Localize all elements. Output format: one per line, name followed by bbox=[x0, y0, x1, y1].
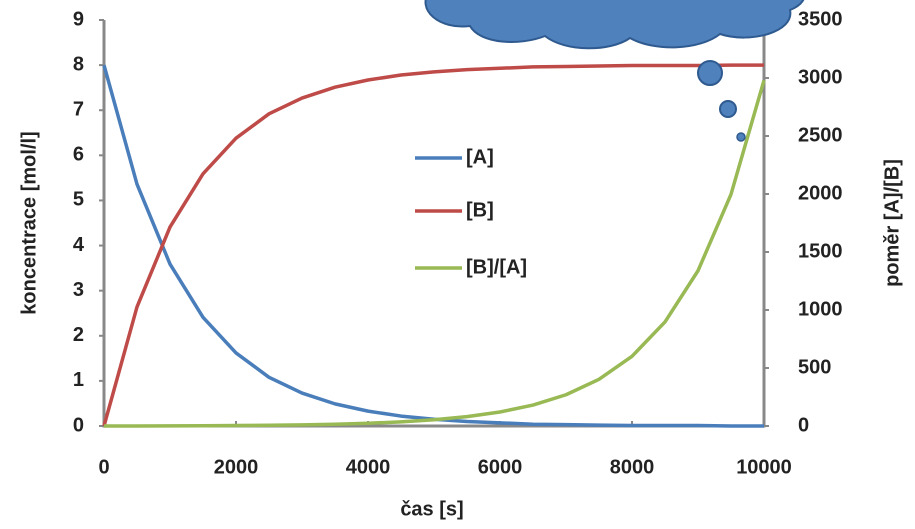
bubble bbox=[736, 132, 746, 142]
bubble bbox=[697, 60, 723, 86]
y-tick-label: 6 bbox=[73, 144, 84, 166]
legend-label: [B] bbox=[466, 199, 494, 221]
x-axis-label: čas [s] bbox=[400, 498, 463, 520]
series-line bbox=[102, 63, 764, 427]
x-tick-label: 4000 bbox=[346, 456, 391, 478]
y-tick-label: 1 bbox=[73, 369, 84, 391]
y2-axis-label: poměr [A]/[B] bbox=[881, 159, 903, 287]
legend-label: [B]/[A] bbox=[466, 256, 527, 278]
y2-tick-label: 1000 bbox=[798, 298, 843, 320]
y-tick-label: 3 bbox=[73, 279, 84, 301]
legend-label: [A] bbox=[466, 146, 494, 168]
y-axis-label: koncentrace [mol/l] bbox=[18, 131, 40, 314]
y2-tick-label: 1500 bbox=[798, 240, 843, 262]
series-line bbox=[103, 79, 766, 428]
cloud-callout bbox=[424, 0, 805, 142]
bubble bbox=[719, 100, 737, 118]
y2-tick-label: 3500 bbox=[798, 8, 843, 30]
y2-tick-label: 2500 bbox=[798, 124, 843, 146]
y-tick-label: 7 bbox=[73, 99, 84, 121]
y2-tick-label: 500 bbox=[798, 356, 831, 378]
x-tick-label: 10000 bbox=[736, 456, 792, 478]
y-tick-label: 8 bbox=[73, 53, 84, 75]
x-tick-label: 6000 bbox=[478, 456, 523, 478]
y-tick-label: 0 bbox=[73, 414, 84, 436]
y2-tick-label: 3000 bbox=[798, 66, 843, 88]
y2-tick-label: 2000 bbox=[798, 182, 843, 204]
y2-tick-label: 0 bbox=[798, 414, 809, 436]
plot-area: 0 1 2 3 4 5 6 7 8 9 0 500 1000 1500 2000 2500 3000 3500 0 2… bbox=[73, 8, 843, 478]
y-tick-label: 4 bbox=[73, 234, 85, 256]
y-tick-label: 5 bbox=[73, 189, 84, 211]
series-line bbox=[102, 64, 764, 428]
plot-frame bbox=[102, 20, 766, 428]
y-tick-label: 2 bbox=[73, 324, 84, 346]
cloud bbox=[424, 0, 805, 50]
x-tick-label: 2000 bbox=[214, 456, 259, 478]
y-tick-label: 9 bbox=[73, 8, 84, 30]
x-tick-label: 8000 bbox=[610, 456, 655, 478]
x-tick-label: 0 bbox=[98, 456, 109, 478]
